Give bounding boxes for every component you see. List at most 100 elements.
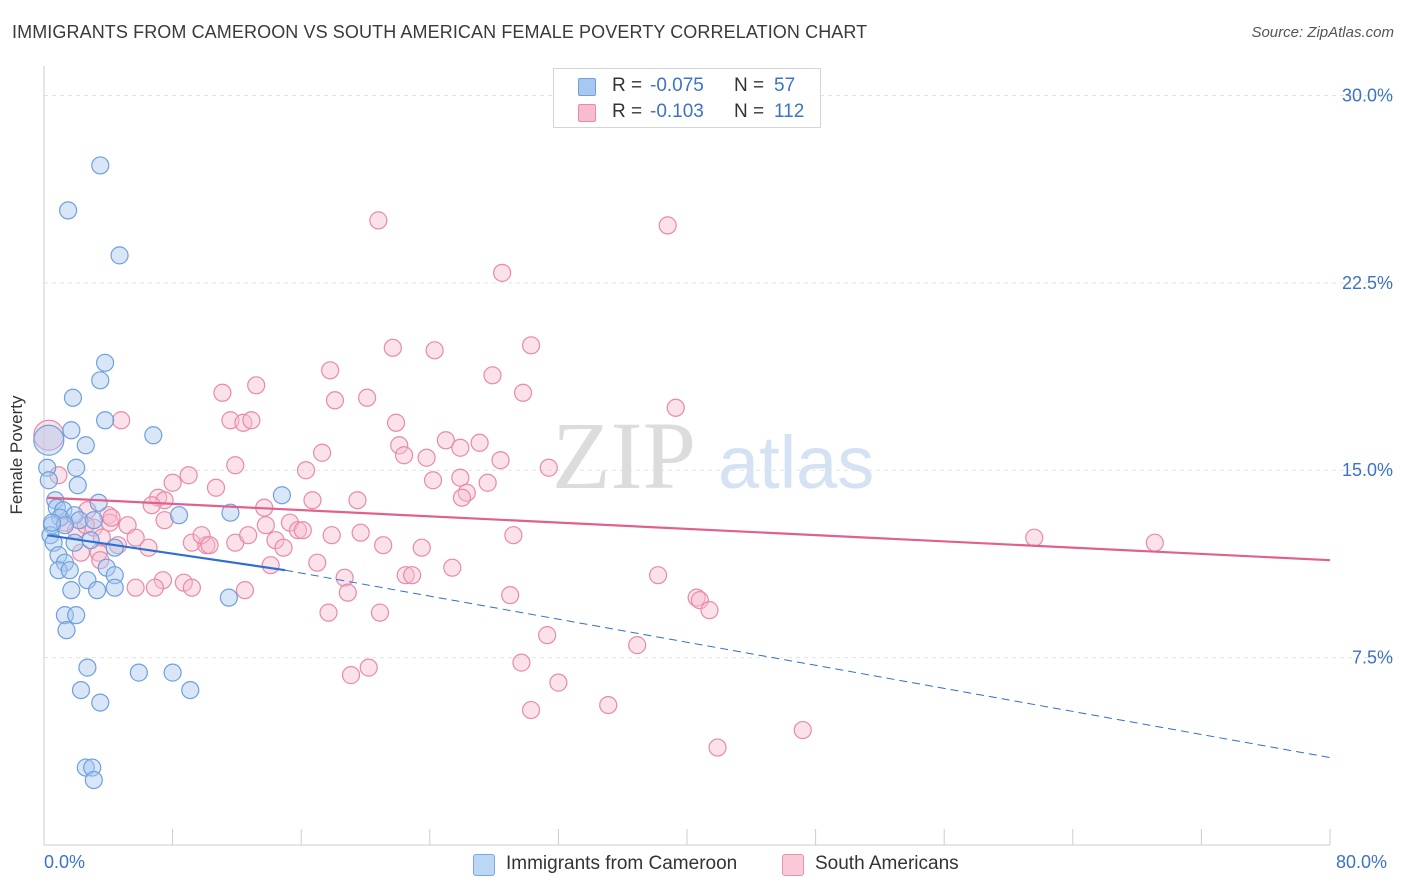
point-cameroon (65, 506, 84, 525)
point-cameroon (70, 511, 89, 530)
series-blue-points (33, 156, 292, 790)
stats-n-value: 57 (774, 75, 796, 96)
point-south-american (425, 341, 444, 360)
point-south-american (436, 431, 455, 450)
point-south-american (501, 586, 520, 605)
point-cameroon (49, 546, 68, 565)
point-south-american (321, 361, 340, 380)
point-cameroon (57, 621, 76, 640)
trend-line-cameroon-dashed (285, 569, 1331, 759)
point-cameroon (144, 426, 163, 445)
gridlines (44, 94, 1392, 659)
point-south-american (443, 558, 462, 577)
point-south-american (513, 383, 533, 402)
point-south-american (700, 601, 719, 620)
point-south-american (239, 526, 258, 545)
point-south-american (293, 521, 312, 540)
point-cameroon (91, 693, 110, 712)
trend-lines (47, 496, 1331, 759)
y-tick-labels: 7.5% 15.0% 22.5% 30.0% (1342, 85, 1393, 667)
point-south-american (628, 636, 647, 655)
point-cameroon (129, 663, 148, 682)
point-south-american (538, 626, 557, 645)
y-tick-label: 15.0% (1342, 460, 1393, 480)
point-south-american (521, 700, 541, 720)
point-south-american (163, 473, 182, 492)
legend-label: Immigrants from Cameroon (506, 853, 738, 874)
y-tick-label: 30.0% (1342, 85, 1393, 105)
point-south-american (359, 658, 378, 677)
point-south-american (71, 543, 91, 562)
source-label: Source: ZipAtlas.com (1251, 24, 1394, 41)
point-cameroon (39, 471, 58, 490)
point-south-american (145, 578, 165, 597)
point-cameroon (105, 538, 124, 557)
point-south-american (457, 483, 476, 502)
stats-swatch-blue (578, 78, 596, 96)
point-south-american (1025, 528, 1044, 547)
point-south-american (470, 433, 489, 452)
point-south-american (91, 551, 110, 570)
point-south-american (348, 491, 367, 510)
point-cameroon (181, 680, 200, 700)
point-cameroon (105, 578, 124, 597)
point-south-american (521, 336, 541, 355)
point-south-american (539, 458, 558, 477)
point-south-american (452, 488, 472, 507)
point-south-american (599, 695, 618, 715)
point-cameroon (67, 606, 86, 625)
point-south-american (319, 603, 338, 622)
point-south-american (412, 538, 431, 557)
point-cameroon (62, 421, 81, 440)
point-south-american (126, 578, 145, 597)
point-cameroon (84, 770, 103, 790)
point-south-american (322, 526, 341, 545)
point-south-american (261, 556, 280, 575)
point-south-american (451, 468, 470, 487)
point-cameroon (78, 571, 97, 590)
point-south-american (369, 211, 388, 230)
stats-swatch-pink (578, 104, 596, 122)
chart-title: IMMIGRANTS FROM CAMEROON VS SOUTH AMERIC… (12, 22, 868, 42)
point-cameroon (219, 588, 238, 607)
point-cameroon (89, 493, 108, 512)
point-south-american (213, 383, 232, 402)
point-south-american (247, 376, 266, 395)
point-cameroon (169, 506, 189, 525)
point-south-american (99, 506, 118, 525)
point-cameroon (42, 513, 62, 532)
stats-r-value: -0.103 (650, 101, 704, 122)
point-cameroon (78, 658, 97, 677)
stats-r-value: -0.075 (650, 75, 704, 96)
watermark-zip: ZIP (552, 402, 696, 509)
point-south-american (390, 436, 409, 455)
stats-box: R = -0.075 N = 57 R = -0.103 N = 112 (553, 68, 821, 128)
point-cameroon (105, 566, 124, 585)
point-south-american (179, 466, 198, 485)
point-cameroon (60, 561, 79, 580)
point-south-american (226, 456, 245, 475)
legend-swatch-blue (473, 854, 495, 876)
point-cameroon (84, 511, 103, 530)
point-cameroon (87, 581, 107, 600)
point-south-american (491, 451, 510, 470)
point-south-american (394, 446, 414, 465)
point-south-american (423, 471, 443, 490)
point-south-american (648, 566, 668, 585)
series-pink-points (33, 211, 1164, 757)
axes (43, 66, 1331, 846)
point-south-american (396, 566, 415, 585)
point-cameroon (95, 411, 115, 430)
point-south-american (242, 411, 261, 430)
point-cameroon (95, 353, 115, 372)
point-south-american (793, 720, 812, 740)
point-south-american (549, 673, 568, 692)
stats-r-label: R = (612, 101, 643, 122)
point-south-american (338, 583, 357, 602)
watermark: ZIP atlas (552, 402, 874, 509)
point-south-american (690, 591, 709, 610)
point-south-american (182, 578, 201, 597)
point-cameroon (91, 371, 110, 390)
point-south-american (478, 473, 497, 492)
point-south-american (325, 391, 345, 410)
